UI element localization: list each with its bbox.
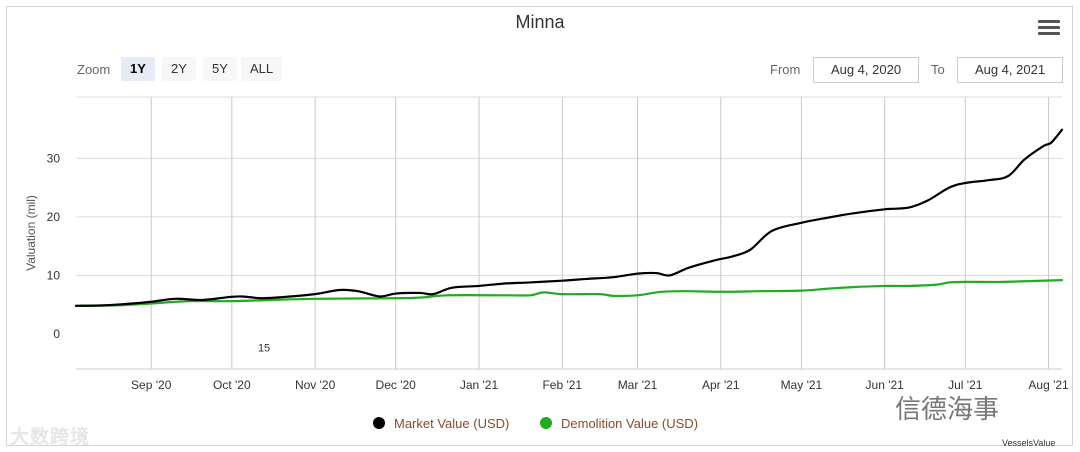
range-to-label: To [931, 62, 945, 77]
x-tick-label: Feb '21 [542, 378, 582, 392]
zoom-5y-button[interactable]: 5Y [203, 57, 237, 81]
range-from-label: From [770, 62, 801, 77]
y-tick-label: 0 [53, 327, 60, 341]
y-tick-label: 20 [47, 210, 61, 224]
zoom-1y-button[interactable]: 1Y [121, 57, 155, 81]
legend-market-marker [373, 417, 385, 429]
zoom-2y-button[interactable]: 2Y [162, 57, 196, 81]
y-axis-title: Valuation (mil) [24, 195, 38, 271]
chart-annotation: 15 [258, 342, 270, 354]
zoom-label: Zoom [77, 62, 111, 77]
x-tick-label: Jan '21 [460, 378, 499, 392]
x-tick-label: Oct '20 [213, 378, 251, 392]
market-value-line [74, 128, 1064, 307]
x-tick-label: Jun '21 [866, 378, 905, 392]
x-tick-label: Apr '21 [702, 378, 740, 392]
demolition-value-line [74, 278, 1064, 307]
watermark-left: 大数跨境 [10, 426, 91, 448]
range-from-input[interactable]: Aug 4, 2020 [813, 57, 919, 83]
x-tick-label: May '21 [781, 378, 823, 392]
legend-market-label: Market Value (USD) [394, 416, 509, 431]
x-tick-label: Jul '21 [948, 378, 983, 392]
legend-demolition-label: Demolition Value (USD) [561, 416, 698, 431]
chart-menu-icon[interactable] [1038, 20, 1060, 38]
x-tick-label: Mar '21 [618, 378, 658, 392]
legend-demolition-marker [540, 417, 552, 429]
watermark-right: 信德海事 [895, 395, 1000, 425]
y-tick-label: 30 [47, 151, 61, 165]
x-tick-label: Dec '20 [376, 378, 417, 392]
range-to-input[interactable]: Aug 4, 2021 [957, 57, 1063, 83]
x-tick-label: Nov '20 [295, 378, 336, 392]
x-tick-label: Sep '20 [131, 378, 172, 392]
y-tick-label: 10 [47, 268, 61, 282]
vesselsvalue-credit: VesselsValue [1002, 438, 1056, 448]
chart-title: Minna [515, 12, 565, 32]
x-tick-label: Aug '21 [1028, 378, 1069, 392]
zoom-all-button[interactable]: ALL [241, 57, 283, 81]
